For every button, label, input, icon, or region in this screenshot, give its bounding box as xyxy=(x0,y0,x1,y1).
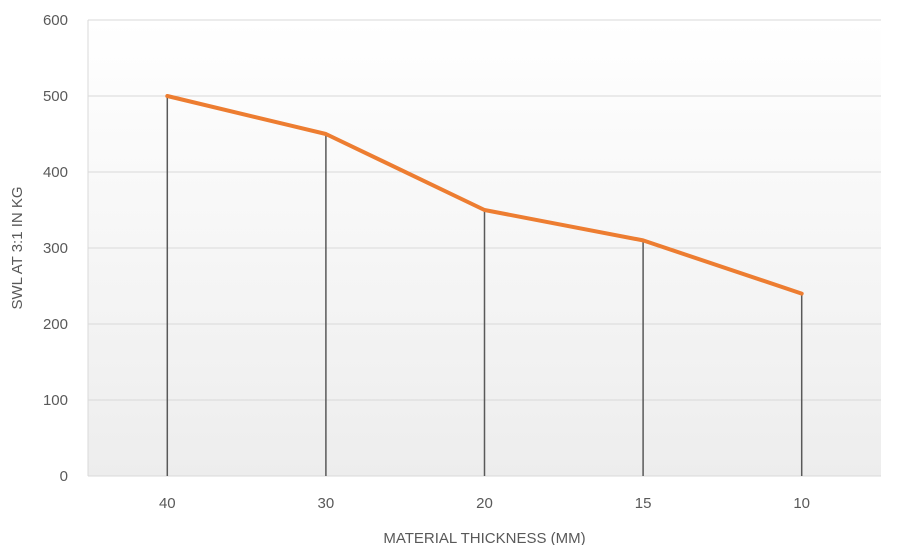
series-line xyxy=(165,94,804,296)
drop-lines xyxy=(166,96,803,476)
y-tick-label: 300 xyxy=(43,240,68,257)
y-tick-label: 400 xyxy=(43,164,68,181)
x-axis-title: MATERIAL THICKNESS (MM) xyxy=(383,530,585,545)
y-tick-label: 200 xyxy=(43,316,68,333)
x-axis-tick-labels: 40 30 20 15 10 xyxy=(159,495,810,512)
y-axis-tick-labels: 0 100 200 300 400 500 600 xyxy=(43,12,68,485)
x-tick-label: 20 xyxy=(476,495,493,512)
y-tick-label: 100 xyxy=(43,392,68,409)
x-tick-label: 10 xyxy=(793,495,810,512)
y-tick-label: 0 xyxy=(60,468,68,485)
y-tick-label: 500 xyxy=(43,88,68,105)
x-tick-label: 40 xyxy=(159,495,176,512)
y-axis-title: SWL AT 3:1 IN KG xyxy=(9,186,26,309)
x-tick-label: 30 xyxy=(318,495,335,512)
series-lines xyxy=(165,94,804,296)
x-tick-label: 15 xyxy=(635,495,652,512)
y-tick-label: 600 xyxy=(43,12,68,29)
